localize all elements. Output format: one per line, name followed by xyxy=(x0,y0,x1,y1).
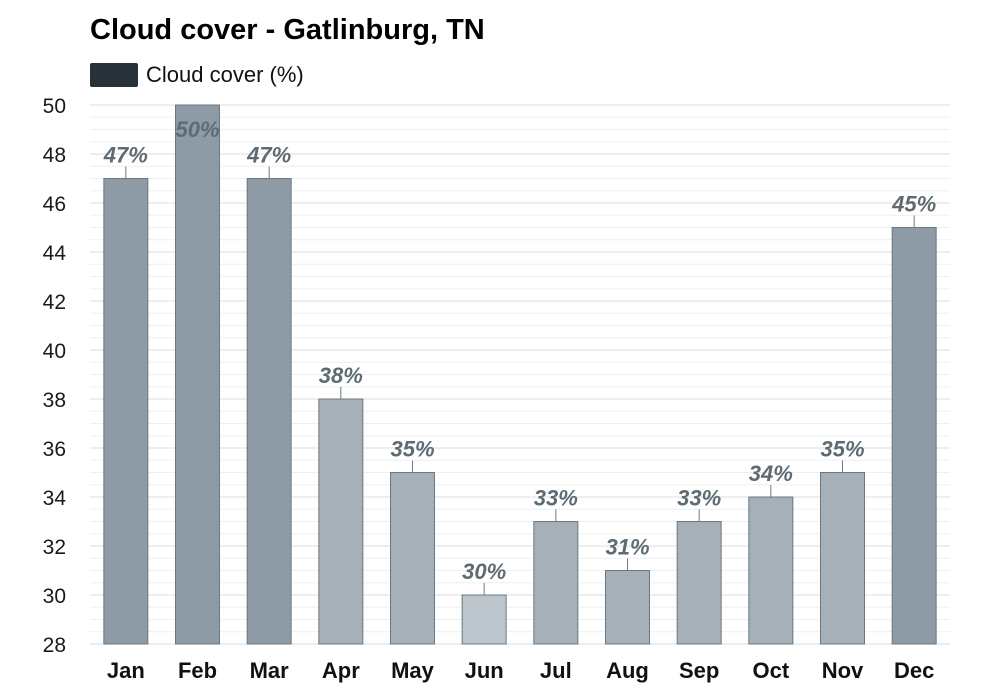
data-label: 31% xyxy=(605,535,649,560)
data-label: 33% xyxy=(677,486,721,511)
x-tick-label: Jan xyxy=(107,658,145,683)
y-tick-label: 44 xyxy=(43,242,67,265)
bar-feb xyxy=(175,104,220,645)
bar-nov xyxy=(820,472,865,645)
data-label: 47% xyxy=(103,143,148,168)
y-tick-label: 34 xyxy=(43,487,67,510)
bar-jan xyxy=(103,178,149,645)
chart-title: Cloud cover - Gatlinburg, TN xyxy=(90,14,485,46)
x-tick-label: Jun xyxy=(465,658,504,683)
bars xyxy=(103,104,937,645)
data-label: 34% xyxy=(749,461,793,486)
data-label: 50% xyxy=(175,117,219,142)
bar-dec xyxy=(891,227,937,645)
y-tick-label: 38 xyxy=(43,389,66,412)
data-label: 35% xyxy=(390,437,434,462)
gridlines xyxy=(90,104,950,645)
bar-jun xyxy=(461,594,507,645)
x-tick-label: Feb xyxy=(178,658,217,683)
data-label: 38% xyxy=(319,363,363,388)
x-tick-label: Sep xyxy=(679,658,719,683)
data-label: 30% xyxy=(462,559,506,584)
x-tick-label: Jul xyxy=(540,658,572,683)
y-tick-label: 40 xyxy=(43,340,66,363)
y-tick-label: 32 xyxy=(43,536,66,559)
x-tick-label: Nov xyxy=(822,658,864,683)
bar-may xyxy=(390,472,435,645)
y-tick-label: 48 xyxy=(43,144,66,167)
data-label: 35% xyxy=(820,437,864,462)
x-tick-label: Mar xyxy=(250,658,290,683)
y-tick-label: 42 xyxy=(43,291,66,314)
bar-mar xyxy=(246,178,292,645)
data-label: 47% xyxy=(246,143,291,168)
y-tick-label: 30 xyxy=(43,585,66,608)
data-label: 45% xyxy=(891,192,936,217)
bar-apr xyxy=(318,398,364,645)
bar-aug xyxy=(605,570,650,645)
x-tick-label: May xyxy=(391,658,435,683)
x-tick-label: Aug xyxy=(606,658,649,683)
chart-legend: Cloud cover (%) xyxy=(90,62,304,88)
y-tick-label: 28 xyxy=(43,634,66,657)
legend-label: Cloud cover (%) xyxy=(146,62,304,87)
legend-swatch xyxy=(90,63,138,87)
x-tick-label: Dec xyxy=(894,658,934,683)
data-label: 33% xyxy=(534,486,578,511)
y-tick-label: 36 xyxy=(43,438,66,461)
x-tick-label: Oct xyxy=(752,658,789,683)
bar-sep xyxy=(676,521,722,645)
axis-ticks: 28 30 32 34 36 38 40 42 44 46 48 50 Jan Feb Mar Apr May J… xyxy=(43,95,935,683)
bar-oct xyxy=(748,496,794,645)
y-tick-label: 46 xyxy=(43,193,66,216)
x-tick-label: Apr xyxy=(322,658,360,683)
data-labels: 47% 50% 47% 38% 35% 30% 33% 31% 33% 34% 35% 45% xyxy=(103,117,936,595)
y-tick-label: 50 xyxy=(43,95,66,118)
bar-jul xyxy=(533,521,579,645)
